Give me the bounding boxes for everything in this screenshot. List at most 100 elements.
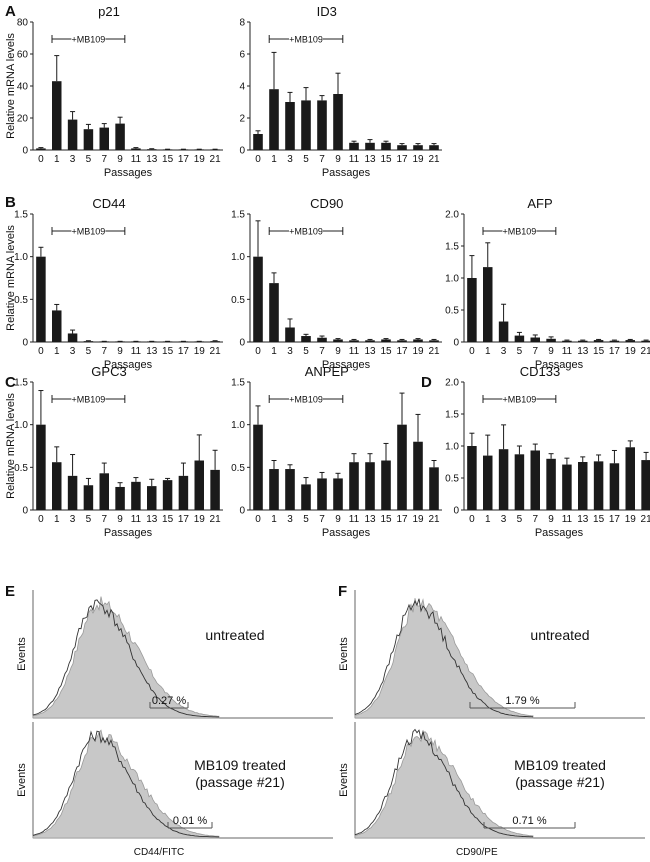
bar <box>641 460 650 510</box>
bar <box>530 337 540 342</box>
panel-letter-d: D <box>421 374 432 391</box>
x-tick-label: 11 <box>562 514 573 525</box>
bar <box>413 145 423 150</box>
x-tick-label: 0 <box>469 514 475 525</box>
bar <box>36 256 46 342</box>
bar <box>365 142 375 150</box>
y-tick-label: 1.0 <box>445 442 459 453</box>
x-axis-label: CD90/PE <box>456 847 498 858</box>
bar <box>578 340 588 342</box>
x-tick-label: 3 <box>70 346 76 357</box>
x-tick-label: 7 <box>101 346 107 357</box>
histogram-subtitle: (passage #21) <box>515 774 605 790</box>
bar <box>397 424 407 510</box>
x-tick-label: 0 <box>469 346 475 357</box>
y-tick-label: 1.5 <box>231 378 245 389</box>
panel-letter-a: A <box>5 3 16 20</box>
treatment-label-background <box>289 34 323 44</box>
x-tick-label: 7 <box>319 346 325 357</box>
x-tick-label: 15 <box>380 514 392 525</box>
x-tick-label: 21 <box>428 154 440 165</box>
x-tick-label: 3 <box>501 346 507 357</box>
y-tick-label: 0 <box>22 146 28 157</box>
bar <box>483 455 493 510</box>
bar <box>301 336 311 342</box>
x-axis-label: Passages <box>104 527 153 539</box>
bar <box>317 478 327 510</box>
y-tick-label: 1.0 <box>445 274 459 285</box>
bar <box>52 81 62 150</box>
treatment-label-background <box>71 226 106 236</box>
bar <box>210 469 220 510</box>
y-tick-label: 0 <box>453 338 459 349</box>
bar <box>530 450 540 510</box>
bar <box>578 462 588 510</box>
x-tick-label: 17 <box>609 346 621 357</box>
bar <box>147 486 157 510</box>
bar <box>514 454 525 510</box>
y-tick-label: 8 <box>239 18 245 29</box>
x-tick-label: 21 <box>210 514 222 525</box>
bar <box>429 145 439 150</box>
x-tick-label: 9 <box>335 154 341 165</box>
bar <box>365 462 375 510</box>
panel-letter-f: F <box>338 583 347 600</box>
bar <box>514 335 525 342</box>
bar <box>381 339 391 342</box>
x-tick-label: 11 <box>131 154 142 165</box>
y-tick-label: 1.5 <box>445 410 459 421</box>
y-tick-label: 0 <box>22 338 28 349</box>
bar <box>67 119 78 150</box>
x-tick-label: 5 <box>86 154 92 165</box>
sample-histogram <box>32 730 219 838</box>
bar <box>467 278 477 342</box>
bar <box>269 469 279 510</box>
histogram-title: MB109 treated <box>514 757 606 773</box>
bar <box>562 340 572 342</box>
x-tick-label: 21 <box>428 346 440 357</box>
y-axis-label: Events <box>16 637 28 671</box>
bar <box>52 310 62 342</box>
treatment-label: +MB109 <box>289 227 323 237</box>
bar <box>131 481 141 510</box>
bar <box>429 467 439 510</box>
x-tick-label: 17 <box>609 514 621 525</box>
x-tick-label: 9 <box>117 514 123 525</box>
bar <box>625 447 635 510</box>
y-tick-label: 2.0 <box>445 210 459 221</box>
x-tick-label: 11 <box>349 154 360 165</box>
x-tick-label: 11 <box>131 514 142 525</box>
y-tick-label: 1.5 <box>445 242 459 253</box>
x-tick-label: 19 <box>625 346 637 357</box>
y-tick-label: 0.5 <box>231 295 245 306</box>
treatment-label: +MB109 <box>289 35 323 45</box>
x-tick-label: 9 <box>548 346 554 357</box>
x-tick-label: 11 <box>131 346 142 357</box>
y-tick-label: 0.5 <box>231 463 245 474</box>
chart-title: p21 <box>98 4 120 19</box>
y-tick-label: 0.5 <box>14 295 28 306</box>
y-axis-label: Events <box>338 763 350 797</box>
bar <box>546 338 556 342</box>
bar <box>365 340 375 342</box>
sample-histogram <box>354 598 534 718</box>
bar <box>269 283 279 342</box>
x-tick-label: 13 <box>146 154 158 165</box>
bar <box>67 333 78 342</box>
treatment-label-background <box>502 226 537 236</box>
x-tick-label: 21 <box>428 514 440 525</box>
x-tick-label: 5 <box>303 346 309 357</box>
x-tick-label: 5 <box>303 514 309 525</box>
x-tick-label: 19 <box>194 346 206 357</box>
x-tick-label: 15 <box>162 514 174 525</box>
x-tick-label: 0 <box>255 514 261 525</box>
y-tick-label: 0.5 <box>445 306 459 317</box>
histograms: 0.27 % untreated Events 0.01 % MB109 treated… <box>16 590 645 858</box>
treatment-label-background <box>71 394 106 404</box>
treatment-label: +MB109 <box>72 395 106 405</box>
bar <box>317 100 327 150</box>
x-tick-label: 1 <box>54 154 60 165</box>
